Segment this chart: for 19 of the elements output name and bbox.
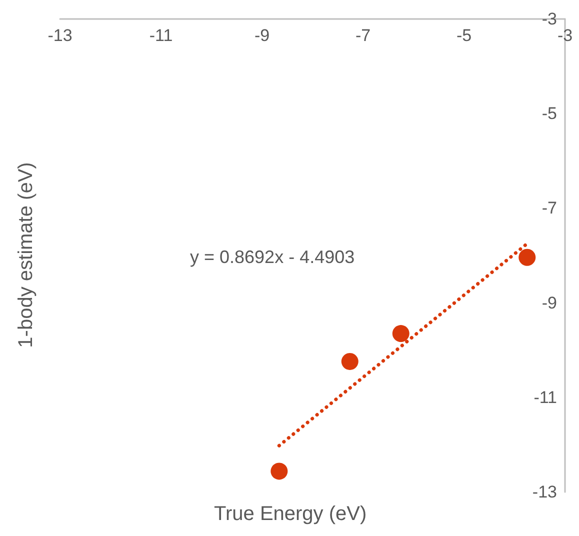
y-tick-label: -11 xyxy=(534,388,557,407)
x-tick-label: -13 xyxy=(48,26,72,45)
x-tick-label: -9 xyxy=(254,26,270,45)
y-axis-title: 1-body estimate (eV) xyxy=(15,162,37,348)
point xyxy=(392,325,410,342)
annotation: y = 0.8692x - 4.4903 xyxy=(190,247,355,267)
x-tick-label: -11 xyxy=(149,26,173,45)
point xyxy=(341,352,358,370)
x-tick-label: -5 xyxy=(456,26,472,45)
y-tick-label: -9 xyxy=(542,293,557,312)
x-axis-title: True Energy (eV) xyxy=(214,503,367,525)
y-tick-label: -13 xyxy=(532,482,557,502)
x-tick-label: -7 xyxy=(355,26,371,45)
y-tick-label: -7 xyxy=(542,198,557,218)
y-tick-label: -5 xyxy=(542,104,557,124)
point xyxy=(270,462,288,480)
point xyxy=(518,248,536,266)
y-tick-label: -3 xyxy=(542,10,557,28)
x-tick-label: -3 xyxy=(557,26,573,45)
